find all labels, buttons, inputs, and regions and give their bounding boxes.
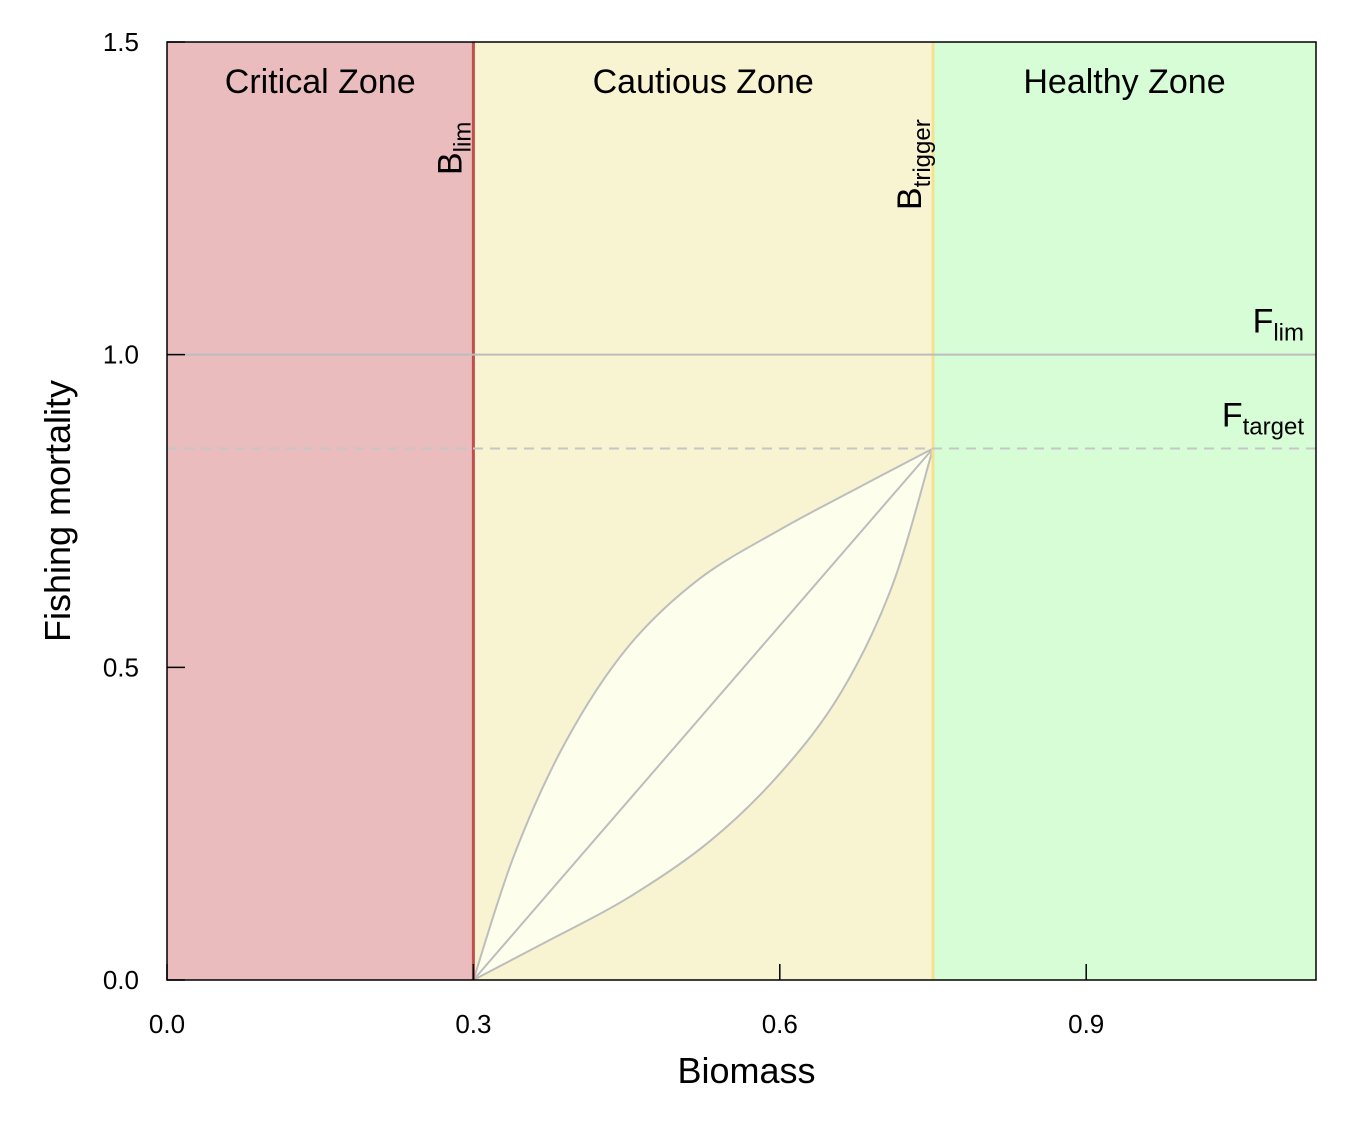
hcr-upper-curve <box>472 447 934 981</box>
x-tick-label: 0.3 <box>455 1009 491 1039</box>
ftarget-label: Ftarget <box>1222 396 1304 440</box>
y-axis-title: Fishing mortality <box>37 380 78 642</box>
ftarget-reference: Ftarget <box>167 396 1316 450</box>
healthy-zone-label: Healthy Zone <box>1023 63 1225 101</box>
ftarget-label-main: F <box>1222 396 1243 434</box>
harvest-control-rule <box>472 447 934 981</box>
critical-zone-band <box>167 42 474 980</box>
x-axis: 0.0 0.3 0.6 0.9 <box>149 964 1104 1039</box>
y-tick-label: 1.5 <box>103 27 139 57</box>
y-tick-label: 0.5 <box>103 652 139 682</box>
cautious-zone-label: Cautious Zone <box>593 63 814 101</box>
flim-label: Flim <box>1253 303 1304 347</box>
healthy-zone-band <box>933 42 1316 980</box>
x-axis-title: Biomass <box>677 1050 815 1091</box>
blim-label-main: B <box>431 152 469 175</box>
flim-reference: Flim <box>167 303 1316 356</box>
y-tick-label: 0.0 <box>103 965 139 995</box>
blim-reference: Blim <box>431 42 476 980</box>
blim-label: Blim <box>431 122 476 175</box>
x-tick-label: 0.0 <box>149 1009 185 1039</box>
btrigger-label: Btrigger <box>891 119 936 210</box>
zones-layer: Critical Zone Cautious Zone Healthy Zone <box>167 42 1316 980</box>
x-tick-label: 0.9 <box>1068 1009 1104 1039</box>
btrigger-label-sub: trigger <box>909 119 936 187</box>
btrigger-label-main: B <box>891 187 929 210</box>
x-tick-label: 0.6 <box>762 1009 798 1039</box>
plot-frame <box>166 41 1317 981</box>
flim-label-sub: lim <box>1273 320 1304 347</box>
y-tick-label: 1.0 <box>103 340 139 370</box>
btrigger-reference: Btrigger <box>891 42 936 980</box>
critical-zone-label: Critical Zone <box>225 63 416 101</box>
y-axis: 0.0 0.5 1.0 1.5 <box>103 27 185 995</box>
ftarget-label-sub: target <box>1243 413 1305 440</box>
hcr-lower-curve <box>472 448 934 981</box>
flim-label-main: F <box>1253 303 1274 341</box>
blim-label-sub: lim <box>449 122 476 153</box>
hcr-linear-rule <box>472 447 934 981</box>
